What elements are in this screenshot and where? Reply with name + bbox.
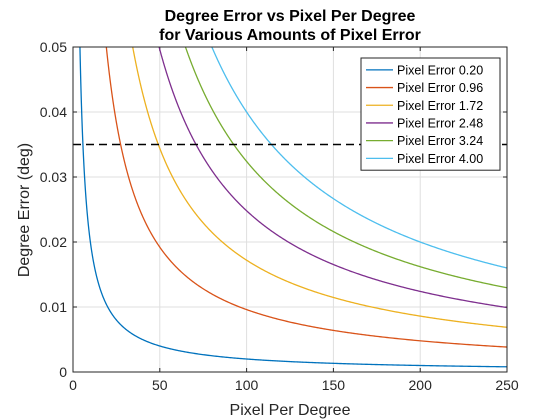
x-tick-label: 100: [235, 377, 259, 393]
legend-label-6: Pixel Error 4.00: [397, 152, 483, 166]
series-line-4: [158, 46, 508, 309]
y-tick-label: 0.01: [40, 299, 67, 315]
series-line-2: [105, 46, 508, 348]
y-tick-label: 0.03: [40, 169, 67, 185]
legend-label-5: Pixel Error 3.24: [397, 134, 483, 148]
x-tick-label: 250: [495, 377, 519, 393]
y-tick-label: 0.02: [40, 234, 67, 250]
y-tick-label: 0.05: [40, 39, 67, 55]
x-tick-label: 50: [152, 377, 168, 393]
series-line-1: [79, 46, 508, 368]
chart-title-line-2: for Various Amounts of Pixel Error: [159, 27, 421, 44]
x-axis-label: Pixel Per Degree: [230, 402, 351, 419]
tick-labels: 0 50 100 150 200 250 0 0.01 0.02 0.03 0.04 0.05: [40, 39, 519, 393]
legend-label-3: Pixel Error 1.72: [397, 99, 483, 113]
axes-box: [72, 46, 508, 373]
legend: Pixel Error 0.20 Pixel Error 0.96 Pixel Er…: [360, 57, 501, 171]
chart-title-line-1: Degree Error vs Pixel Per Degree: [165, 8, 416, 25]
legend-label-1: Pixel Error 0.20: [397, 63, 483, 77]
x-tick-label: 150: [322, 377, 346, 393]
y-tick-label: 0.04: [40, 104, 67, 120]
y-axis-label: Degree Error (deg): [16, 143, 33, 277]
x-tick-label: 0: [69, 377, 77, 393]
y-tick-label: 0: [59, 364, 67, 380]
legend-box: [360, 57, 501, 171]
series-line-5: [184, 46, 508, 289]
series-line-6: [211, 46, 508, 269]
legend-label-2: Pixel Error 0.96: [397, 81, 483, 95]
legend-label-4: Pixel Error 2.48: [397, 116, 483, 130]
data-series: [79, 46, 508, 368]
x-tick-label: 200: [409, 377, 433, 393]
series-line-3: [132, 46, 508, 328]
